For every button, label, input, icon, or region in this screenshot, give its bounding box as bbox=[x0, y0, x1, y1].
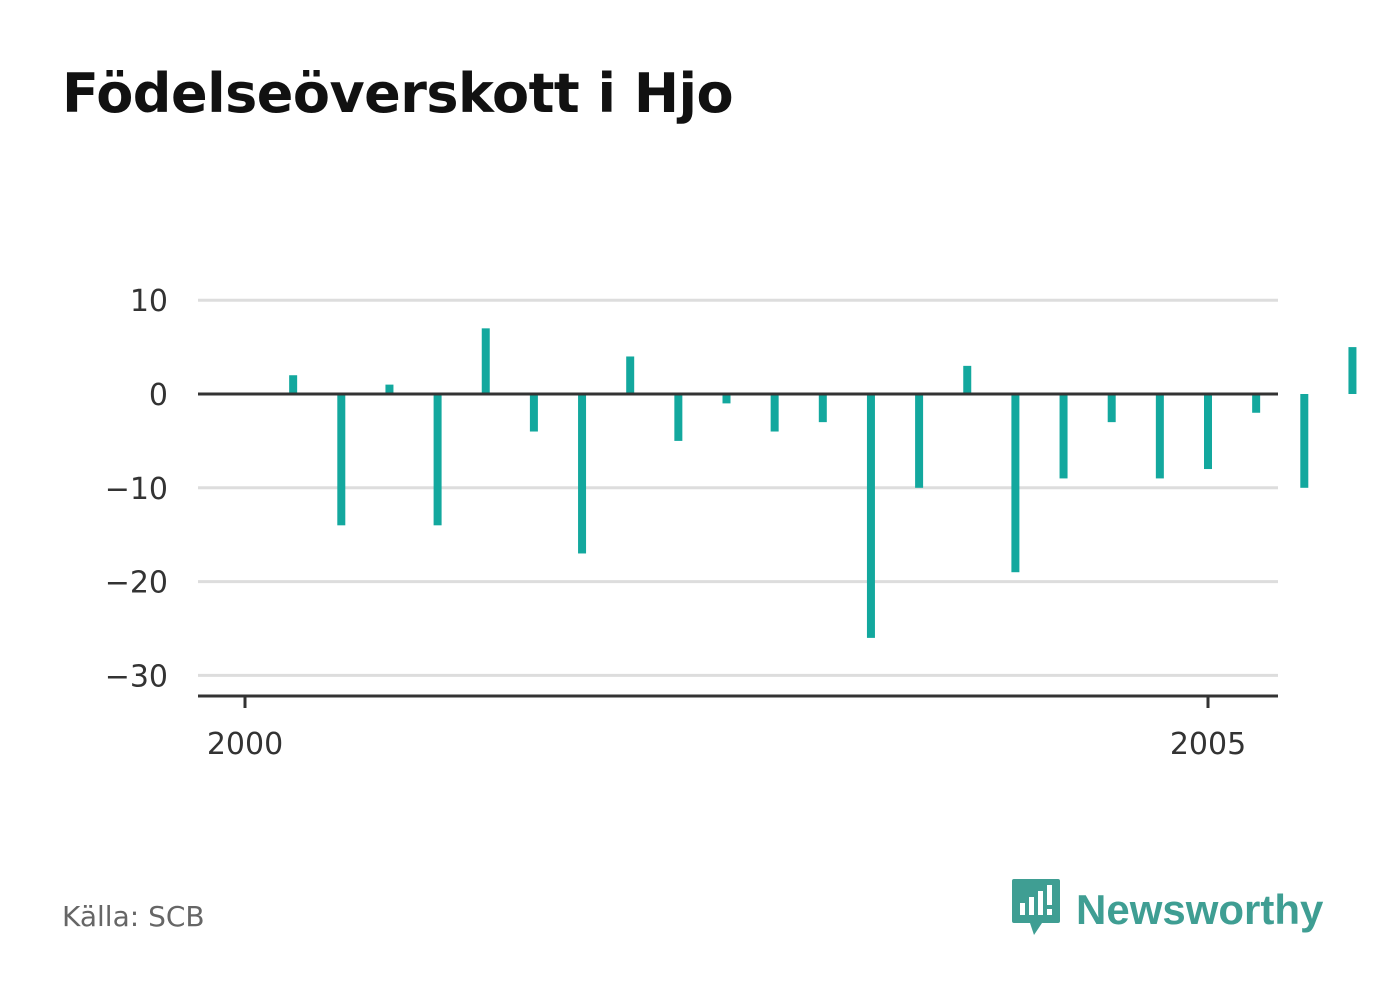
bar bbox=[818, 394, 827, 423]
bar bbox=[337, 394, 346, 526]
source-note: Källa: SCB bbox=[62, 900, 205, 933]
bar bbox=[1011, 394, 1020, 573]
x-tick-label: 2000 bbox=[207, 727, 283, 762]
bar bbox=[626, 356, 635, 394]
bar bbox=[1348, 347, 1357, 394]
tick-labels: 100−10−20−30200020052010201520202025 bbox=[105, 284, 1246, 762]
bars bbox=[289, 328, 1357, 638]
y-tick-label: 10 bbox=[130, 284, 168, 319]
bar bbox=[1252, 394, 1261, 413]
y-tick-label: −20 bbox=[105, 566, 168, 601]
bar bbox=[722, 394, 731, 404]
bar bbox=[866, 394, 875, 638]
bar bbox=[770, 394, 779, 432]
bar bbox=[529, 394, 538, 432]
brand-name: Newsworthy bbox=[1076, 886, 1324, 933]
newsworthy-brand[interactable]: Newsworthy bbox=[1010, 878, 1323, 942]
bar bbox=[1155, 394, 1164, 479]
bar bbox=[385, 384, 394, 394]
bar bbox=[1107, 394, 1116, 423]
bar bbox=[481, 328, 490, 394]
bar bbox=[578, 394, 587, 554]
y-tick-label: −30 bbox=[105, 659, 168, 694]
bar bbox=[1204, 394, 1212, 470]
bar bbox=[674, 394, 683, 441]
gridlines bbox=[198, 298, 1278, 677]
bar bbox=[963, 365, 972, 394]
chart-title: Födelseöverskott i Hjo bbox=[62, 62, 734, 125]
axes bbox=[198, 392, 1278, 708]
bar bbox=[433, 394, 442, 526]
x-tick-label: 2005 bbox=[1170, 727, 1246, 762]
bar bbox=[289, 375, 298, 394]
y-tick-label: −10 bbox=[105, 472, 168, 507]
bar bbox=[1300, 394, 1309, 488]
y-tick-label: 0 bbox=[149, 378, 168, 413]
bar bbox=[915, 394, 924, 488]
bar bbox=[1059, 394, 1068, 479]
newsworthy-logo-icon bbox=[1010, 877, 1062, 943]
